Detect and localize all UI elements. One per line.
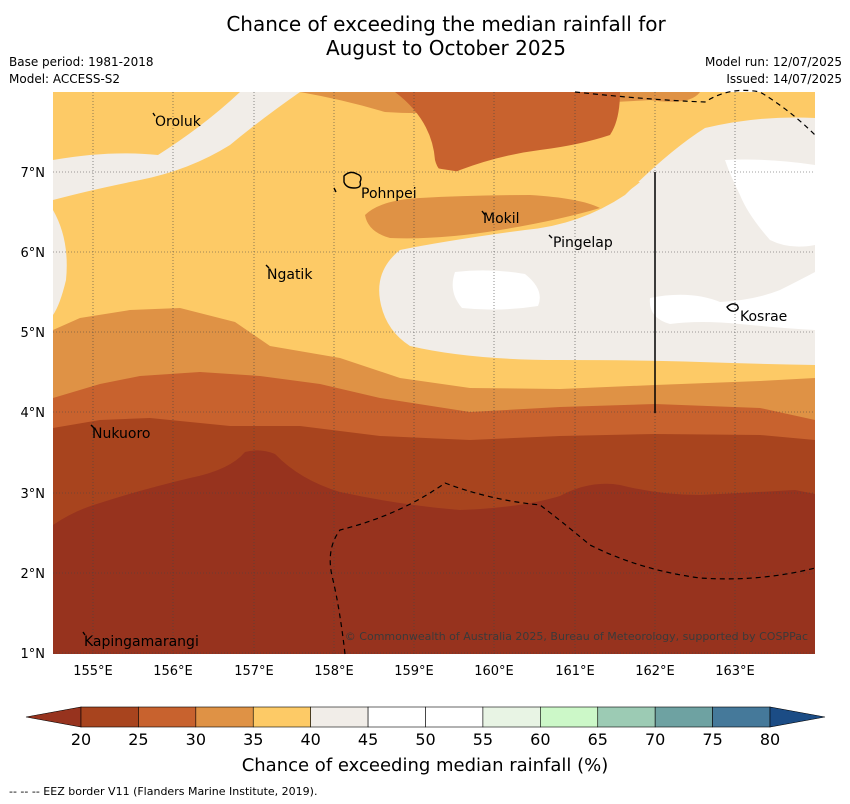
lat-tick: 1°N — [21, 647, 46, 662]
colorbar-segment — [425, 706, 484, 728]
zone-40-45 — [53, 210, 67, 315]
zone-under-20 — [53, 450, 815, 654]
place-label: Pingelap — [553, 235, 613, 251]
zone-40-45 — [53, 92, 300, 200]
gridlines — [53, 92, 815, 654]
lat-tick: 5°N — [21, 326, 46, 341]
copyright-notice: © Commonwealth of Australia 2025, Bureau… — [345, 630, 808, 643]
lon-tick: 161°E — [555, 664, 595, 679]
colorbar-label: Chance of exceeding median rainfall (%) — [241, 755, 609, 776]
lon-tick: 158°E — [314, 664, 354, 679]
colorbar-tick-label: 70 — [645, 730, 665, 749]
pohnpei-island — [343, 171, 362, 189]
colorbar-tick-label: 35 — [243, 730, 263, 749]
colorbar-segment — [597, 706, 656, 728]
lon-tick: 156°E — [153, 664, 193, 679]
colorbar-segment — [252, 706, 311, 728]
colorbar-tick-label: 40 — [300, 730, 320, 749]
lat-tick: 4°N — [21, 406, 46, 421]
lat-tick: 3°N — [21, 487, 46, 502]
lat-tick-labels: 7°N 6°N 5°N 4°N 3°N 2°N 1°N — [21, 166, 46, 662]
lon-tick: 160°E — [474, 664, 514, 679]
colorbar-tick-label: 50 — [415, 730, 435, 749]
lat-tick: 7°N — [21, 166, 46, 181]
title-line-2: August to October 2025 — [325, 36, 567, 60]
colorbar-segment — [712, 706, 771, 728]
colorbar-segment — [540, 706, 599, 728]
meta-left: Base period: 1981-2018 Model: ACCESS-S2 — [9, 54, 154, 88]
colorbar-over-arrow — [769, 706, 826, 728]
zone-45-50 — [649, 272, 815, 330]
colorbar-tick-label: 45 — [358, 730, 378, 749]
zone-45-50 — [452, 270, 540, 310]
zone-25-30 — [395, 92, 620, 174]
colorbar-tick-label: 75 — [702, 730, 722, 749]
probability-contours — [53, 92, 815, 654]
eez-legend-footer: -- -- -- EEZ border V11 (Flanders Marine… — [9, 785, 318, 798]
place-label: Kapingamarangi — [84, 634, 199, 650]
kosrae-island — [726, 303, 739, 312]
colorbar-segment — [80, 706, 139, 728]
title-line-1: Chance of exceeding the median rainfall … — [226, 12, 666, 36]
eez-borders — [329, 89, 816, 655]
lon-tick-labels: 155°E 156°E 157°E 158°E 159°E 160°E 161°… — [73, 664, 755, 679]
place-label: Kosrae — [740, 309, 787, 325]
colorbar-under-arrow — [25, 706, 82, 728]
colorbar-tick-label: 60 — [530, 730, 550, 749]
place-label: Ngatik — [267, 267, 313, 283]
zone-30-35-lobe — [365, 195, 600, 239]
lon-tick: 159°E — [394, 664, 434, 679]
islands — [82, 112, 739, 636]
zone-45-50 — [725, 159, 815, 247]
colorbar-tick-label: 25 — [128, 730, 148, 749]
colorbar-segment — [654, 706, 713, 728]
base-period: Base period: 1981-2018 — [9, 55, 154, 69]
place-label: Nukuoro — [92, 426, 150, 442]
model-name: Model: ACCESS-S2 — [9, 72, 121, 86]
place-label: Pohnpei — [361, 186, 417, 202]
meta-right: Model run: 12/07/2025 Issued: 14/07/2025 — [705, 54, 842, 88]
colorbar-segment — [482, 706, 541, 728]
colorbar: 20 25 30 35 40 45 50 55 60 65 70 75 80 — [25, 706, 826, 749]
place-labels: Oroluk Pohnpei Mokil Pingelap Ngatik Kos… — [84, 114, 787, 650]
lon-tick: 163°E — [715, 664, 755, 679]
colorbar-segment — [367, 706, 426, 728]
issued-date: Issued: 14/07/2025 — [726, 72, 842, 86]
colorbar-tick-label: 55 — [473, 730, 493, 749]
place-label: Oroluk — [155, 114, 202, 130]
lon-tick: 157°E — [234, 664, 274, 679]
colorbar-tick-label: 65 — [588, 730, 608, 749]
lat-tick: 2°N — [21, 567, 46, 582]
lon-tick: 155°E — [73, 664, 113, 679]
colorbar-tick-label: 80 — [760, 730, 780, 749]
model-run: Model run: 12/07/2025 — [704, 55, 842, 69]
lat-tick: 6°N — [21, 246, 46, 261]
colorbar-tick-label: 20 — [71, 730, 91, 749]
chart-title: Chance of exceeding the median rainfall … — [0, 12, 850, 60]
zone-35-40 — [72, 114, 138, 137]
colorbar-segment — [195, 706, 254, 728]
lon-tick: 162°E — [635, 664, 675, 679]
place-label: Mokil — [483, 211, 520, 227]
colorbar-tick-label: 30 — [186, 730, 206, 749]
colorbar-segment — [310, 706, 369, 728]
colorbar-segment — [138, 706, 197, 728]
